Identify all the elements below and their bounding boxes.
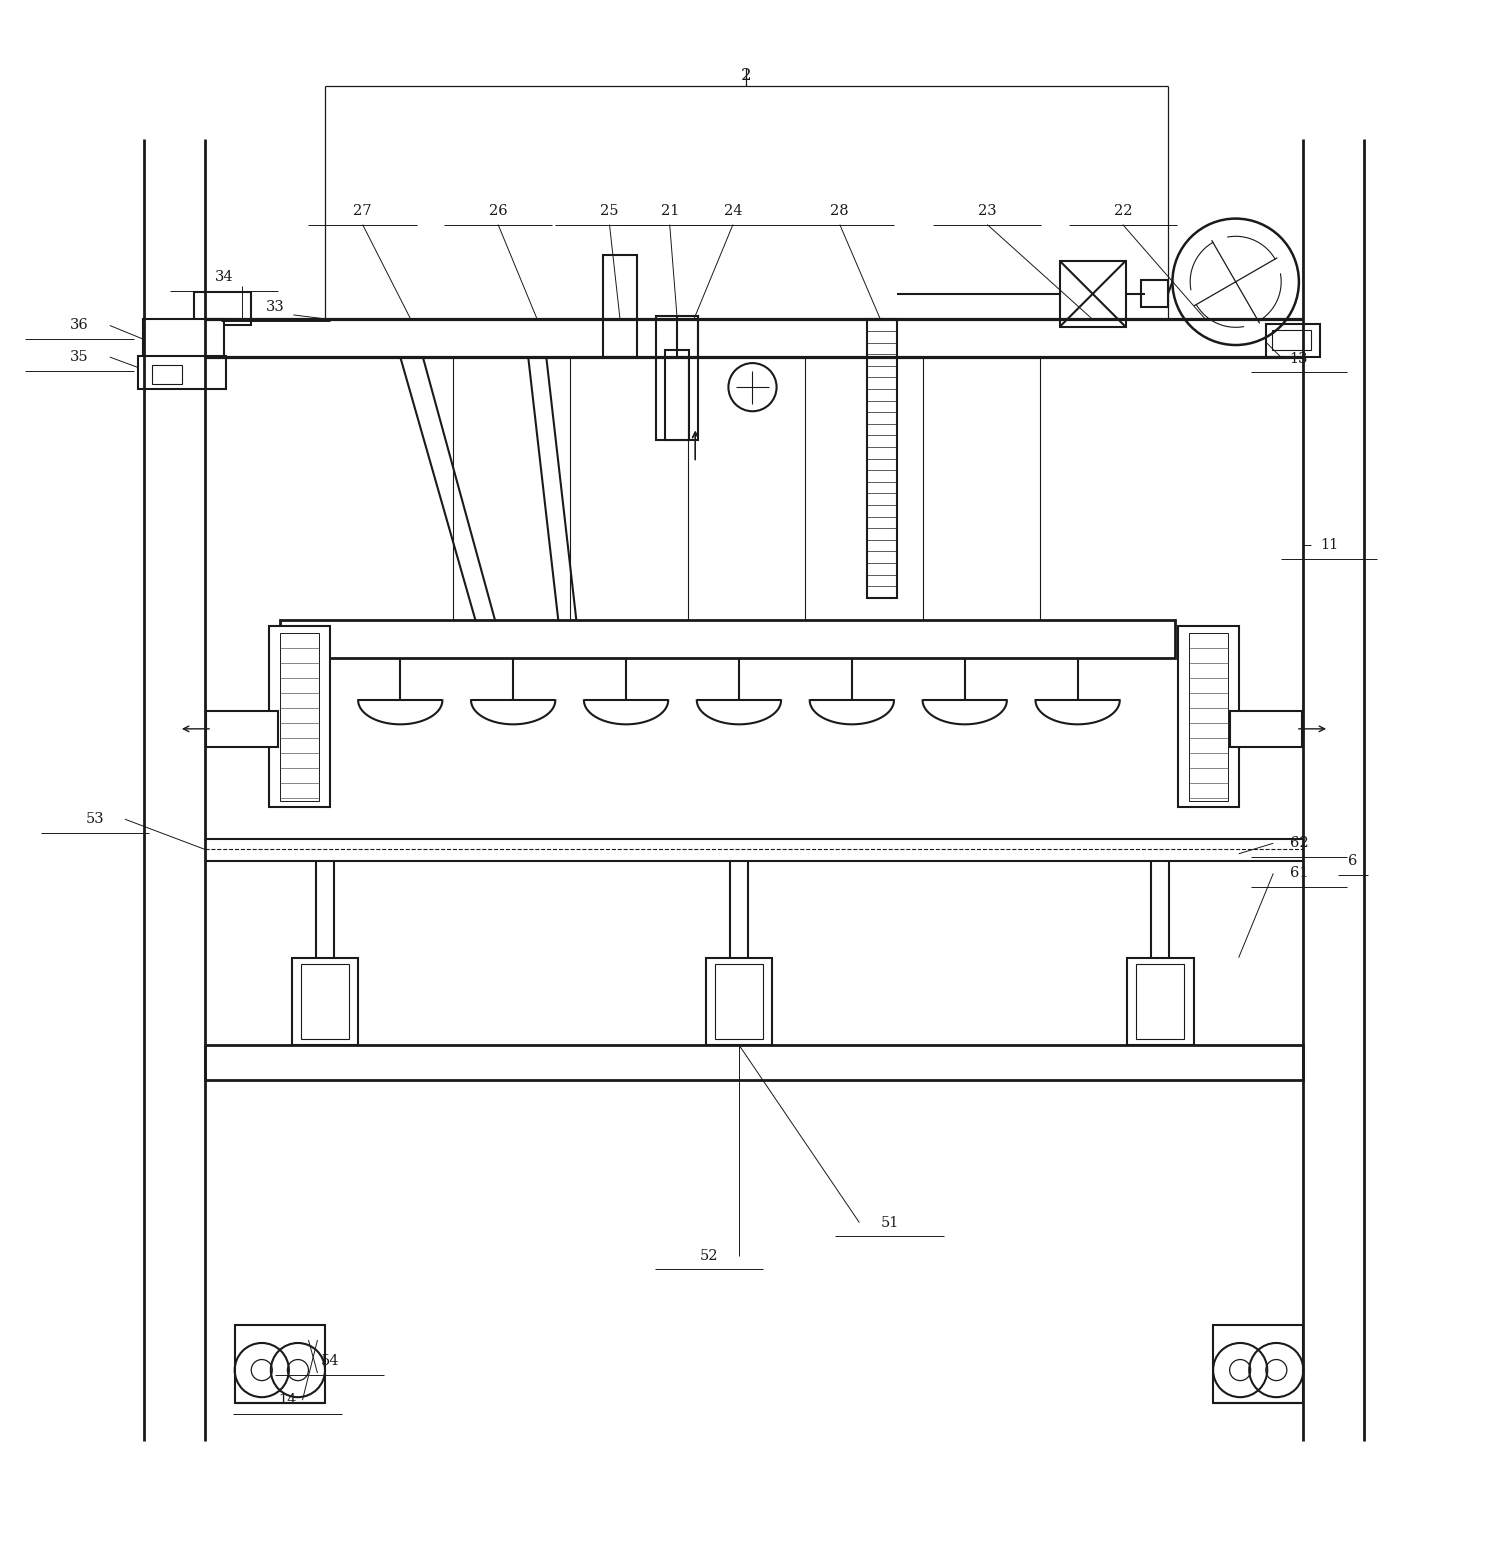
Text: 2: 2 (740, 68, 752, 85)
Text: 51: 51 (881, 1215, 899, 1229)
Bar (1188, 632, 1228, 802)
Text: 6: 6 (1348, 854, 1357, 868)
Text: 52: 52 (700, 1249, 718, 1263)
Bar (205, 1045, 1303, 1079)
Text: 54: 54 (320, 1354, 339, 1368)
Bar (195, 293, 252, 325)
Text: 26: 26 (489, 204, 507, 217)
Text: 34: 34 (214, 270, 234, 284)
Bar (603, 254, 636, 358)
Bar (1060, 261, 1126, 327)
Text: 24: 24 (724, 204, 742, 217)
Bar (280, 620, 1175, 658)
Bar (706, 958, 772, 1045)
Bar (143, 319, 225, 359)
Bar (665, 350, 689, 439)
Bar (235, 1325, 326, 1403)
Text: 53: 53 (86, 813, 104, 827)
Text: 35: 35 (71, 350, 89, 364)
Bar (152, 364, 182, 384)
Text: 62: 62 (1289, 836, 1309, 850)
Text: 33: 33 (265, 301, 285, 315)
Text: 13: 13 (1289, 352, 1307, 365)
Bar (1229, 711, 1301, 746)
Text: 14: 14 (277, 1392, 297, 1408)
Bar (270, 626, 330, 806)
Text: 25: 25 (600, 204, 618, 217)
Text: 61: 61 (1289, 867, 1307, 880)
Text: 22: 22 (1113, 204, 1133, 217)
Text: 11: 11 (1320, 538, 1338, 552)
Text: 36: 36 (71, 319, 89, 333)
Text: 23: 23 (979, 204, 997, 217)
Bar (867, 319, 897, 598)
Text: 27: 27 (353, 204, 372, 217)
Bar (139, 356, 226, 389)
Bar (656, 316, 698, 439)
Bar (1128, 958, 1193, 1045)
Bar (293, 958, 357, 1045)
Text: 21: 21 (661, 204, 679, 217)
Bar (280, 632, 320, 802)
Bar (715, 964, 763, 1039)
Bar (207, 711, 279, 746)
Bar (1137, 964, 1184, 1039)
Bar (1271, 330, 1310, 350)
Bar (1178, 626, 1238, 806)
Bar (1212, 1325, 1303, 1403)
Text: 28: 28 (831, 204, 849, 217)
Bar (302, 964, 348, 1039)
Bar (1142, 281, 1167, 307)
Bar (1265, 324, 1320, 358)
